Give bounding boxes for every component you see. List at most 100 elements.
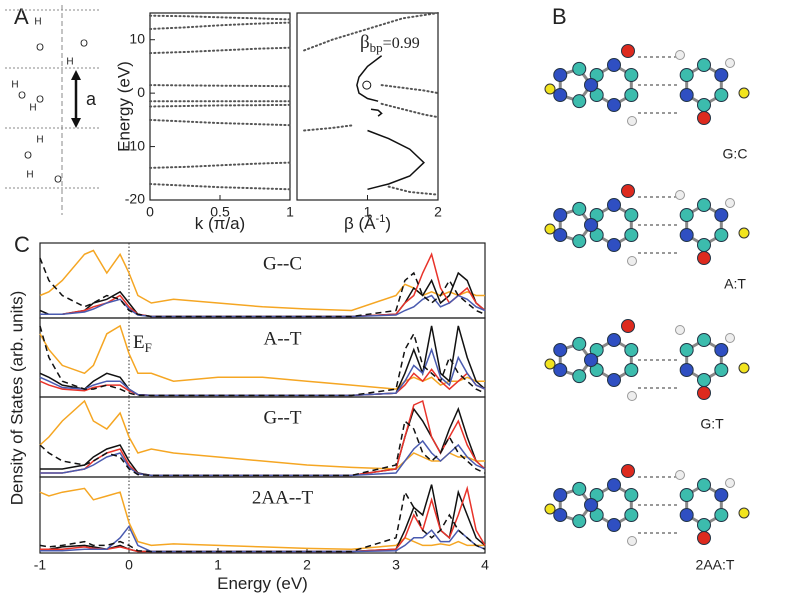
hydrogen bbox=[725, 478, 735, 488]
atom-label: H bbox=[36, 135, 43, 146]
hydrogen bbox=[627, 391, 637, 401]
sugar-site bbox=[738, 362, 750, 374]
oxygen bbox=[697, 531, 711, 545]
atom bbox=[679, 508, 694, 522]
x-label-end: ) bbox=[385, 214, 391, 233]
plot-frame bbox=[39, 396, 486, 478]
series-line bbox=[149, 103, 291, 108]
x-axis-label: k (π/a) bbox=[195, 214, 245, 233]
y-tick-label: -10 bbox=[125, 137, 145, 153]
x-label-main: Energy (eV) bbox=[217, 574, 308, 593]
series-line bbox=[149, 183, 291, 191]
atom bbox=[714, 208, 729, 222]
x-tick-label: 2 bbox=[434, 204, 442, 220]
atom bbox=[679, 208, 694, 222]
atom bbox=[697, 478, 711, 492]
schematic bbox=[5, 5, 100, 215]
atom bbox=[697, 198, 711, 212]
hydrogen bbox=[627, 256, 637, 266]
panel-label: B bbox=[552, 4, 567, 29]
sugar-site bbox=[544, 83, 556, 95]
atom bbox=[572, 61, 587, 76]
pair-label: G:T bbox=[700, 416, 724, 432]
series-line bbox=[149, 161, 291, 169]
atom bbox=[607, 373, 621, 387]
atom-label: O bbox=[24, 151, 32, 162]
atom bbox=[714, 363, 729, 377]
atom bbox=[553, 87, 568, 102]
oxygen bbox=[621, 464, 635, 478]
series-line bbox=[39, 487, 485, 550]
atom bbox=[584, 353, 598, 367]
atom-label: O bbox=[54, 175, 62, 186]
oxygen bbox=[621, 319, 635, 333]
atom-label: H bbox=[66, 57, 73, 68]
sugar-site bbox=[544, 358, 556, 370]
series-line bbox=[39, 419, 486, 477]
series-line bbox=[39, 249, 485, 312]
series-line bbox=[149, 46, 291, 55]
sugar-site bbox=[544, 223, 556, 235]
annotation-symbol: E bbox=[133, 332, 145, 353]
atom bbox=[572, 369, 587, 384]
series-line bbox=[303, 12, 439, 52]
atom bbox=[624, 508, 639, 522]
atom bbox=[553, 362, 568, 377]
atom bbox=[697, 333, 711, 347]
x-label-main: β (Å bbox=[344, 214, 376, 233]
series-line bbox=[39, 324, 485, 390]
series-line bbox=[149, 21, 291, 30]
atom bbox=[624, 208, 639, 222]
x-tick-label: 0 bbox=[146, 204, 154, 220]
base-pair bbox=[544, 464, 750, 546]
atom bbox=[624, 363, 639, 377]
atom bbox=[679, 228, 694, 242]
atom-label: H bbox=[29, 103, 36, 114]
atom bbox=[572, 481, 587, 496]
atom bbox=[607, 98, 621, 112]
series-line bbox=[40, 294, 486, 318]
y-tick-label: -20 bbox=[125, 191, 145, 207]
atom bbox=[714, 343, 729, 357]
series-line bbox=[380, 102, 439, 119]
atom bbox=[714, 228, 729, 242]
atom bbox=[679, 88, 694, 102]
series-line bbox=[356, 55, 383, 102]
atom-label: H bbox=[26, 170, 33, 181]
atom-label: H bbox=[34, 17, 41, 28]
atom-label: O bbox=[18, 91, 26, 102]
atom bbox=[553, 208, 568, 223]
period-label: a bbox=[86, 89, 97, 109]
atom bbox=[584, 78, 598, 92]
y-tick-label: 0 bbox=[137, 84, 145, 100]
atom bbox=[607, 518, 621, 532]
base-pair bbox=[544, 184, 750, 266]
oxygen bbox=[621, 184, 635, 198]
base-pair bbox=[544, 319, 750, 401]
atom bbox=[572, 336, 587, 351]
x-tick-label: 0 bbox=[125, 557, 133, 573]
y-axis-label: Density of States (arb. units) bbox=[7, 291, 26, 505]
atom bbox=[697, 373, 711, 387]
series-line bbox=[149, 84, 291, 88]
atom bbox=[714, 488, 729, 502]
series-line bbox=[39, 325, 486, 397]
atom bbox=[714, 508, 729, 522]
atom bbox=[714, 88, 729, 102]
series-line bbox=[387, 185, 439, 196]
atom bbox=[679, 343, 694, 357]
series-line bbox=[367, 129, 425, 191]
panel-title: 2AA--T bbox=[252, 487, 314, 508]
annotation-value: =0.99 bbox=[383, 35, 420, 52]
annotation: EF bbox=[133, 332, 152, 355]
series-line bbox=[303, 124, 355, 132]
hydrogen bbox=[725, 333, 735, 343]
hydrogen bbox=[675, 325, 685, 335]
x-axis-label: β (Å-1) bbox=[344, 213, 391, 234]
x-tick-label: 1 bbox=[364, 204, 372, 220]
pair-label: G:C bbox=[723, 146, 748, 162]
atom bbox=[624, 68, 639, 82]
atom bbox=[607, 238, 621, 252]
atom bbox=[607, 478, 621, 492]
series-line bbox=[370, 108, 383, 117]
